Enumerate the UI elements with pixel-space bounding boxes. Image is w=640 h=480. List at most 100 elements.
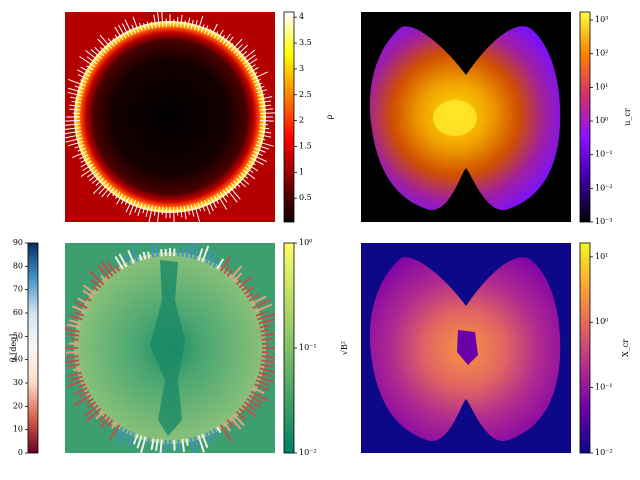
spike: [240, 172, 248, 179]
spike: [131, 246, 139, 263]
spike: [207, 198, 214, 212]
spike: [114, 26, 124, 41]
spike: [88, 270, 105, 286]
spike: [77, 69, 91, 77]
tick-label: 10: [13, 425, 23, 434]
spike: [150, 244, 155, 258]
spike: [115, 191, 121, 199]
tick-label: 10⁻¹: [595, 383, 613, 392]
spike: [229, 416, 242, 430]
spike: [150, 438, 155, 450]
spike: [86, 65, 94, 71]
spike: [213, 31, 219, 39]
spike: [71, 150, 88, 158]
spike: [66, 323, 81, 329]
spike: [197, 248, 204, 261]
spike: [258, 100, 272, 104]
spike: [185, 438, 189, 446]
spike: [118, 253, 128, 268]
tick-label: 30: [13, 378, 23, 387]
spike: [77, 383, 86, 389]
spike: [110, 421, 117, 429]
spike: [67, 87, 84, 94]
spike: [138, 22, 143, 32]
tick-label: 10⁻¹: [595, 150, 613, 159]
spike: [257, 137, 266, 141]
spike: [180, 14, 183, 28]
spike: [92, 180, 107, 195]
spike: [73, 394, 92, 407]
colorbar-label: u_cr: [623, 108, 632, 126]
spike: [181, 439, 186, 452]
spike: [205, 432, 212, 443]
spike: [235, 410, 247, 421]
spike: [121, 23, 130, 38]
spike: [259, 120, 274, 122]
spike: [216, 258, 225, 270]
spike: [160, 249, 163, 257]
spike: [177, 439, 181, 452]
spike: [97, 264, 111, 280]
spike: [98, 182, 110, 195]
spike: [85, 296, 92, 302]
spike: [235, 44, 249, 57]
spike: [68, 78, 86, 87]
spike: [246, 64, 256, 71]
spike: [261, 359, 275, 364]
spike: [84, 404, 99, 417]
spike: [106, 187, 115, 198]
spike: [142, 203, 147, 214]
tick-label: 0: [18, 448, 23, 457]
colorbar: [283, 242, 295, 454]
spike: [120, 195, 127, 205]
spike: [255, 144, 270, 150]
spike: [229, 265, 243, 280]
spike: [233, 180, 241, 188]
spike: [150, 21, 153, 29]
spike: [258, 96, 273, 100]
spike: [142, 251, 147, 260]
spike: [189, 243, 195, 259]
spike: [65, 120, 81, 122]
spike: [248, 67, 259, 74]
spike: [244, 166, 254, 173]
spike: [258, 134, 272, 138]
spike: [65, 127, 81, 130]
spike: [138, 254, 143, 261]
panel-xcr: [361, 243, 571, 453]
tick-label: 0.5: [299, 193, 312, 202]
spike: [219, 424, 233, 442]
spike: [223, 265, 231, 275]
spike: [203, 199, 211, 215]
spike: [213, 195, 219, 204]
spike: [200, 24, 205, 33]
spike: [238, 407, 246, 414]
spike: [79, 390, 90, 398]
spike: [145, 204, 150, 217]
spike: [261, 332, 275, 337]
spike: [250, 390, 269, 402]
tick-label: 10⁻³: [595, 217, 613, 226]
spike: [159, 439, 163, 453]
spike: [95, 177, 105, 186]
spike: [164, 439, 167, 453]
tick-label: 10¹: [595, 82, 608, 91]
spike: [235, 279, 242, 286]
spike: [128, 199, 137, 216]
spike: [65, 359, 79, 364]
spike: [86, 169, 98, 178]
colorbar: [27, 242, 39, 454]
spike: [157, 12, 160, 28]
spike: [65, 134, 82, 139]
spike: [85, 407, 102, 422]
spike: [106, 261, 117, 275]
spike: [254, 82, 262, 87]
spike: [219, 34, 226, 43]
spike: [90, 278, 102, 289]
spike: [259, 127, 270, 130]
spike: [226, 419, 234, 428]
spike: [107, 38, 115, 47]
spike: [143, 23, 147, 31]
spike: [216, 29, 224, 41]
